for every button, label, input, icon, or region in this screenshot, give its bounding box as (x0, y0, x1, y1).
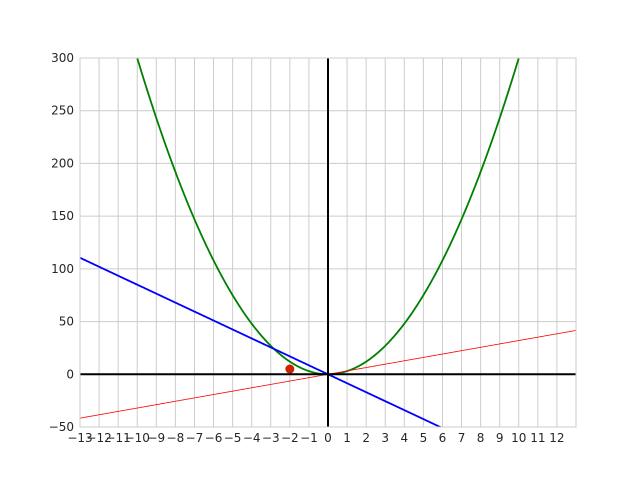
x-tick-label: −3 (262, 431, 280, 445)
x-tick-label: −2 (281, 431, 299, 445)
x-tick-label: −5 (224, 431, 242, 445)
x-tick-label: −6 (205, 431, 223, 445)
zero-axes (80, 58, 576, 427)
y-tick-label: 100 (51, 262, 74, 276)
marked-point (285, 364, 295, 374)
x-tick-label: −10 (125, 431, 150, 445)
y-tick-label: 150 (51, 209, 74, 223)
x-tick-label: −11 (105, 431, 130, 445)
y-tick-label: 50 (59, 315, 74, 329)
x-tick-label: 12 (549, 431, 564, 445)
x-tick-label: 8 (477, 431, 485, 445)
x-tick-label: 2 (362, 431, 370, 445)
x-tick-label: −7 (186, 431, 204, 445)
x-tick-label: 1 (343, 431, 351, 445)
x-tick-label: 4 (400, 431, 408, 445)
y-tick-label: 0 (66, 367, 74, 381)
x-tick-label: 6 (439, 431, 447, 445)
plot-frame (79, 57, 577, 428)
y-tick-label: 300 (51, 51, 74, 65)
x-tick-label: 7 (458, 431, 466, 445)
x-tick-label: −13 (67, 431, 92, 445)
x-tick-label: 9 (496, 431, 504, 445)
x-tick-label: −4 (243, 431, 261, 445)
y-tick-label: 200 (51, 156, 74, 170)
tick-labels: −13−12−11−10−9 −8 −7 −6 −5 −4 −3 −2 −1 0 1 2 3 4 5 6 7 8 9… (49, 51, 565, 445)
x-tick-label: 11 (530, 431, 545, 445)
x-tick-label: 3 (381, 431, 389, 445)
x-tick-label: −12 (86, 431, 111, 445)
x-tick-label: 0 (324, 431, 332, 445)
x-tick-label: 5 (420, 431, 428, 445)
x-tick-label: −1 (300, 431, 318, 445)
x-tick-label: −9 (147, 431, 165, 445)
y-tick-label: 250 (51, 104, 74, 118)
x-tick-label: −8 (167, 431, 185, 445)
x-tick-label: 10 (511, 431, 526, 445)
y-tick-label: −50 (49, 420, 74, 434)
